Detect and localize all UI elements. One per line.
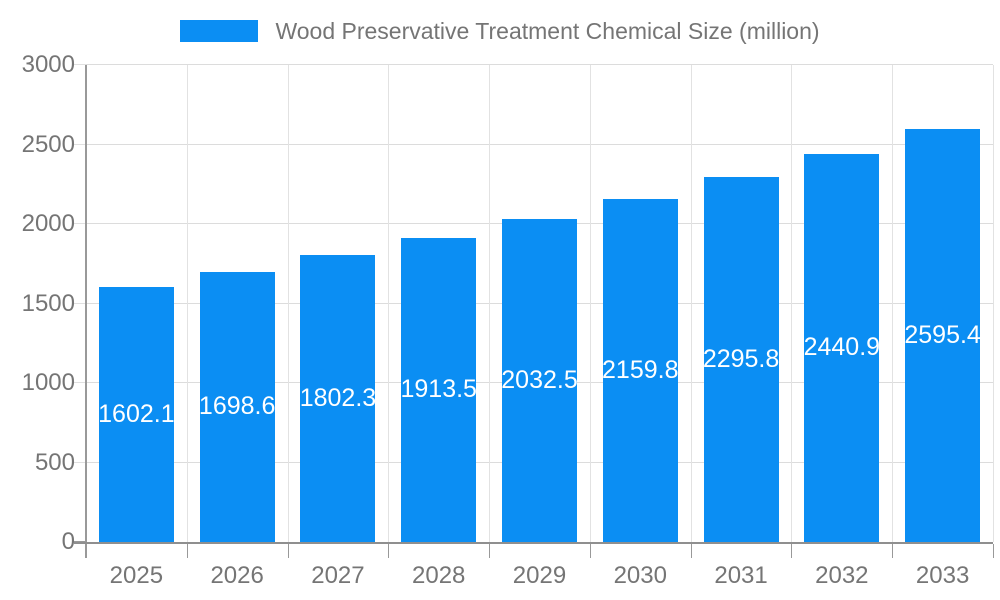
bar-value-label: 2159.8	[602, 355, 679, 384]
bar-value-label: 1913.5	[400, 375, 477, 404]
y-axis-label: 2500	[21, 130, 75, 158]
v-gridline	[993, 65, 994, 542]
bar[interactable]: 2440.9	[803, 153, 881, 542]
bar[interactable]: 2159.8	[602, 198, 679, 542]
legend-label: Wood Preservative Treatment Chemical Siz…	[275, 17, 820, 44]
v-gridline	[287, 65, 289, 542]
x-tick	[892, 544, 894, 558]
legend-swatch-icon	[180, 20, 259, 42]
x-axis-label: 2027	[311, 562, 365, 589]
x-axis-label: 2030	[613, 562, 667, 589]
y-tick	[74, 541, 86, 542]
x-axis-label: 2032	[815, 562, 869, 589]
x-axis-label: 2028	[412, 562, 466, 589]
y-tick	[74, 64, 86, 65]
bar[interactable]: 2295.8	[702, 176, 780, 542]
y-tick	[74, 223, 86, 224]
x-axis-label: 2033	[915, 562, 970, 589]
bar[interactable]: 2595.4	[904, 129, 981, 542]
h-gridline	[86, 143, 993, 145]
bar[interactable]: 1698.6	[198, 271, 276, 542]
x-tick	[287, 544, 289, 558]
x-tick	[388, 544, 390, 558]
bar-value-label: 1802.3	[299, 384, 377, 413]
y-axis-label: 0	[61, 528, 75, 555]
x-tick	[186, 544, 188, 558]
v-gridline	[791, 65, 793, 542]
v-gridline	[489, 65, 491, 542]
bar-value-label: 2440.9	[803, 333, 881, 362]
bar-value-label: 2032.5	[501, 365, 578, 394]
x-tick	[489, 544, 491, 558]
x-axis-label: 2026	[210, 562, 264, 589]
x-axis-label: 2029	[512, 562, 567, 589]
x-axis-label: 2031	[714, 562, 768, 589]
bar[interactable]: 2032.5	[501, 218, 578, 542]
y-axis-label: 500	[34, 448, 75, 476]
y-tick	[74, 461, 86, 463]
bar-value-label: 2295.8	[702, 344, 780, 373]
bar-value-label: 1602.1	[98, 400, 175, 429]
y-axis-label: 1500	[21, 289, 75, 317]
x-axis-line	[74, 542, 993, 544]
v-gridline	[690, 65, 692, 542]
v-gridline	[186, 65, 188, 542]
y-axis-label: 1000	[21, 369, 75, 396]
bar-value-label: 2595.4	[904, 321, 981, 350]
v-gridline	[892, 65, 894, 542]
x-tick	[589, 544, 591, 558]
y-tick	[74, 143, 86, 145]
bar[interactable]: 1602.1	[98, 287, 175, 542]
chart-legend[interactable]: Wood Preservative Treatment Chemical Siz…	[0, 14, 1000, 48]
bar[interactable]: 1802.3	[299, 255, 377, 542]
y-axis-label: 3000	[21, 51, 75, 78]
x-tick	[993, 544, 994, 558]
x-tick	[791, 544, 793, 558]
bar[interactable]: 1913.5	[400, 237, 477, 542]
x-axis-label: 2025	[109, 562, 164, 589]
bar-value-label: 1698.6	[198, 392, 276, 421]
y-tick	[74, 382, 86, 383]
h-gridline	[86, 64, 993, 65]
v-gridline	[589, 65, 591, 542]
x-tick	[690, 544, 692, 558]
y-tick	[74, 302, 86, 304]
v-gridline	[388, 65, 390, 542]
y-axis-label: 2000	[21, 210, 75, 237]
y-axis-line	[85, 65, 87, 558]
